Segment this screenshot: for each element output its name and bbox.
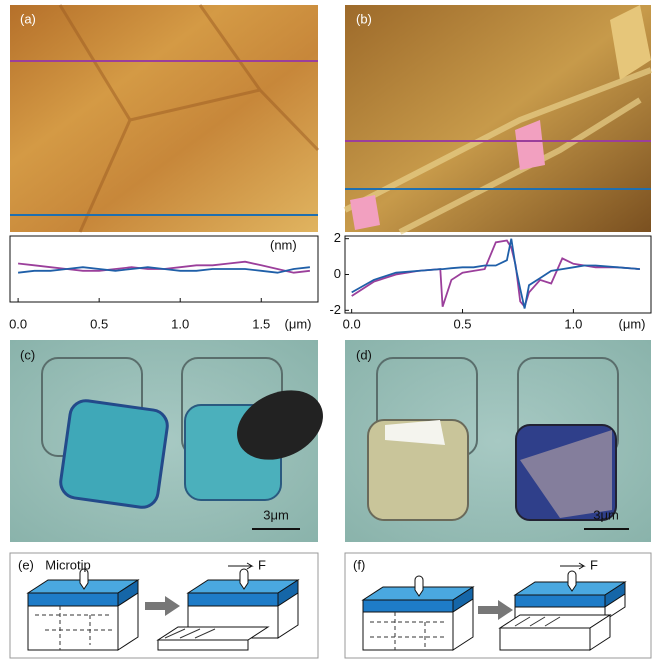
y-tick-label: 0	[334, 266, 341, 281]
force-label: F	[590, 557, 598, 572]
force-label: F	[258, 557, 266, 572]
x-tick-label: 1.5	[252, 316, 270, 331]
x-unit-label: (μm)	[285, 316, 312, 331]
afm-image-a: (a)	[10, 5, 318, 232]
x-tick-label: 1.0	[171, 316, 189, 331]
schematic-e: Microtip F (e)	[10, 553, 318, 658]
panel-label: (f)	[353, 557, 365, 572]
y-tick-label: -2	[329, 302, 341, 317]
schematic-f: F (f)	[345, 553, 651, 658]
x-tick-label: 0.0	[9, 316, 27, 331]
microtip-label: Microtip	[45, 557, 91, 572]
y-tick-label: 2	[334, 230, 341, 245]
x-unit-label: (μm)	[619, 316, 646, 331]
profile-line	[352, 239, 640, 309]
x-tick-label: 1.0	[564, 316, 582, 331]
panel-label: (a)	[20, 11, 36, 26]
panel-label: (b)	[356, 11, 372, 26]
x-tick-label: 0.5	[453, 316, 471, 331]
scale-bar-label: 3μm	[593, 507, 619, 522]
scale-bar-label: 3μm	[263, 507, 289, 522]
panel-label: (d)	[356, 347, 372, 362]
x-tick-label: 0.0	[343, 316, 361, 331]
afm-image-b: (b)	[345, 5, 651, 232]
micrograph-c: 3μm (c)	[10, 340, 334, 542]
x-tick-label: 0.5	[90, 316, 108, 331]
panel-label: (e)	[18, 557, 34, 572]
y-unit-label: (nm)	[270, 237, 297, 252]
figure: (a) (b) 3μm (c) 3μm (d)	[0, 0, 658, 663]
panel-label: (c)	[20, 347, 35, 362]
micrograph-d: 3μm (d)	[345, 340, 651, 542]
